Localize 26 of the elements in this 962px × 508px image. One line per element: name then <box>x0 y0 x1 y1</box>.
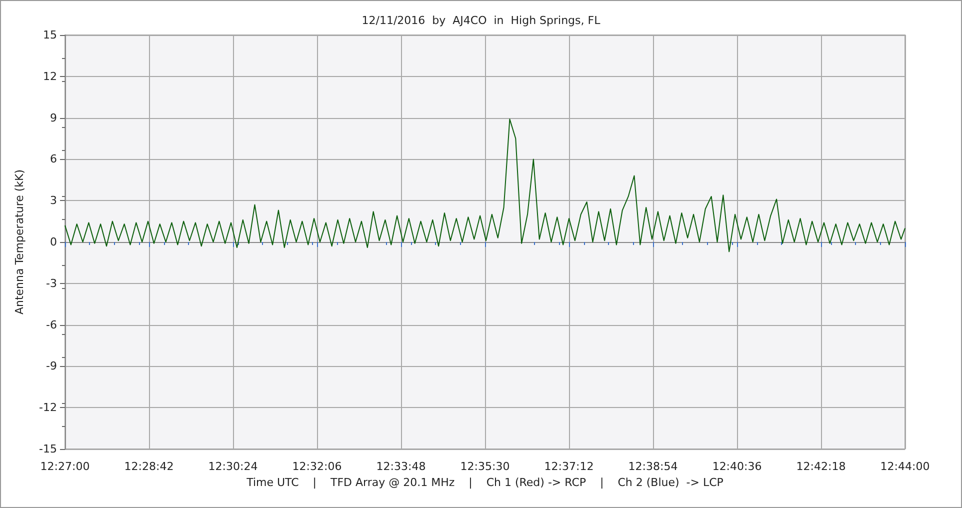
chart-title: 12/11/2016 by AJ4CO in High Springs, FL <box>362 14 602 27</box>
x-tick-label: 12:38:54 <box>628 460 678 473</box>
x-tick-label: 12:33:48 <box>376 460 426 473</box>
x-tick-label: 12:40:36 <box>712 460 762 473</box>
x-tick-label: 12:30:24 <box>208 460 258 473</box>
x-tick-label: 12:27:00 <box>40 460 90 473</box>
y-tick-label: 15 <box>43 28 57 42</box>
x-tick-label: 12:37:12 <box>544 460 594 473</box>
y-tick-label: 12 <box>43 70 57 83</box>
y-tick-label: 3 <box>50 194 57 208</box>
x-tick-label: 12:35:30 <box>460 460 510 473</box>
y-tick-label: -15 <box>39 442 57 456</box>
y-tick-label: -9 <box>46 360 57 373</box>
y-tick-label: -6 <box>46 318 57 332</box>
x-axis-title: Time UTC | TFD Array @ 20.1 MHz | Ch 1 (Red) -> RCP | Ch 2 (Blue) -> LCP <box>246 476 724 489</box>
y-tick-label: 0 <box>50 236 57 248</box>
y-tick-label: 9 <box>50 111 57 124</box>
y-axis-title: Antenna Temperature (kK) <box>13 169 26 315</box>
y-tick-label: -3 <box>46 276 57 290</box>
x-tick-label: 12:32:06 <box>292 460 342 473</box>
y-tick-label: -12 <box>39 401 57 414</box>
y-tick-label: 6 <box>50 152 57 166</box>
x-tick-label: 12:44:00 <box>880 460 930 473</box>
x-tick-label: 12:28:42 <box>124 460 174 473</box>
x-tick-label: 12:42:18 <box>796 460 846 473</box>
line-series <box>64 118 906 252</box>
